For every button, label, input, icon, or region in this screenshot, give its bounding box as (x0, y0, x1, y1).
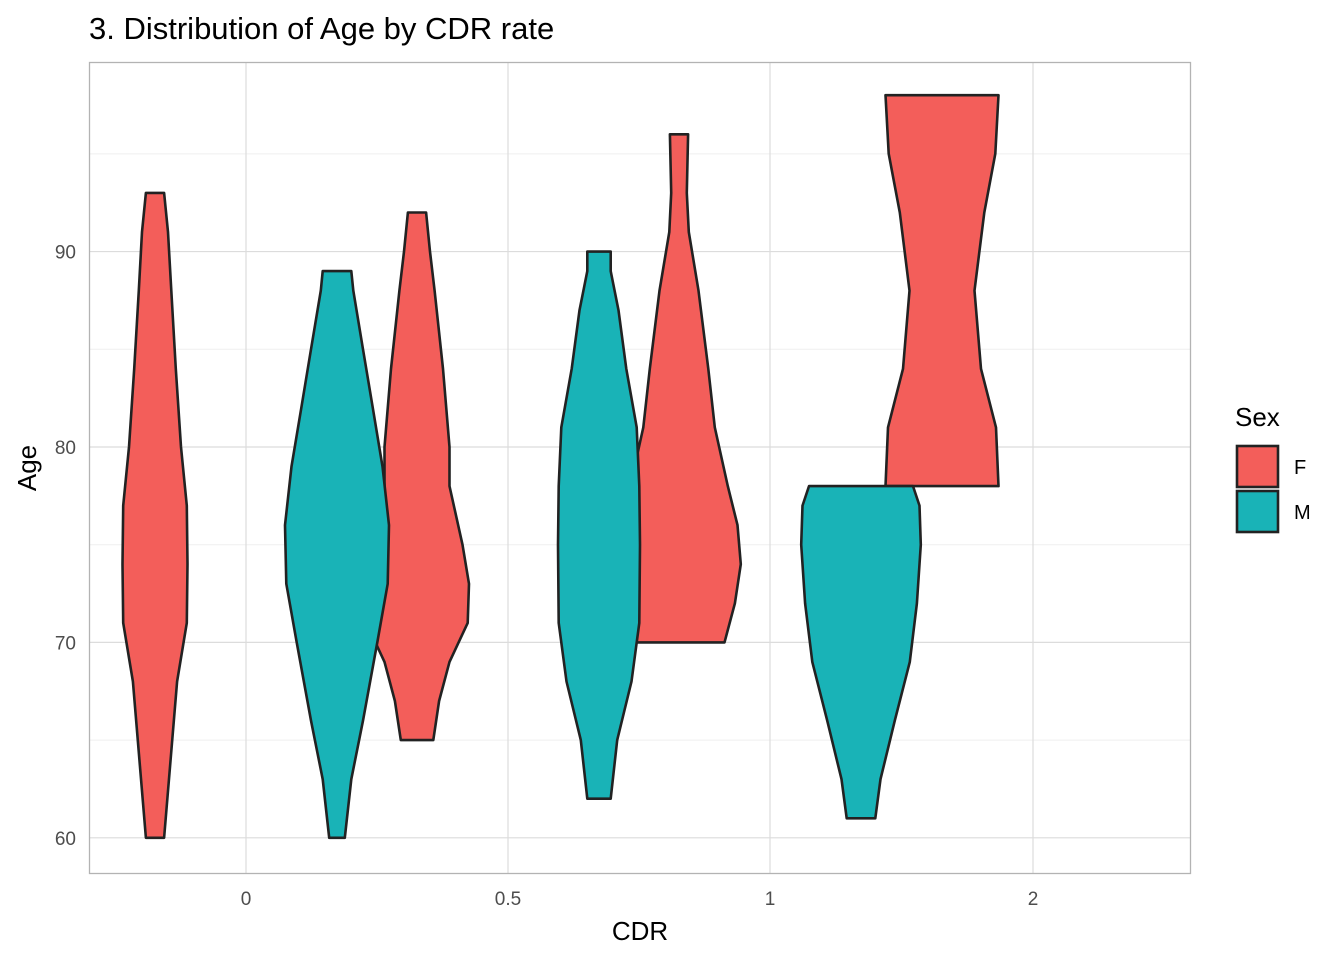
violin-M-cdr-1 (799, 484, 923, 820)
legend-label-M: M (1294, 502, 1311, 524)
violins (121, 93, 1000, 840)
y-tick-label: 80 (55, 438, 76, 459)
legend: Sex F M (1235, 402, 1311, 534)
x-tick-label: 0 (241, 889, 252, 910)
x-tick-label: 0.5 (495, 889, 521, 910)
x-axis-ticks: 0 0.5 1 2 (241, 889, 1039, 910)
y-tick-label: 90 (55, 243, 76, 264)
panel-border (88, 61, 1192, 875)
x-tick-label: 1 (765, 889, 776, 910)
x-tick-label: 2 (1028, 889, 1039, 910)
y-tick-label: 60 (55, 829, 76, 850)
legend-key-M (1235, 489, 1280, 534)
legend-key-F (1235, 444, 1280, 489)
violin-F-cdr-2 (884, 93, 1000, 488)
violin-M-cdr-0.5 (556, 250, 642, 800)
x-axis-title: CDR (612, 916, 668, 946)
chart-title: 3. Distribution of Age by CDR rate (89, 11, 554, 46)
y-axis-title: Age (12, 445, 42, 491)
y-tick-label: 70 (55, 633, 76, 654)
violin-F-cdr-0 (121, 191, 189, 840)
legend-title: Sex (1235, 402, 1280, 432)
legend-label-F: F (1294, 457, 1306, 479)
y-axis-ticks: 60 70 80 90 (55, 243, 76, 850)
violin-M-cdr-0 (283, 269, 391, 840)
